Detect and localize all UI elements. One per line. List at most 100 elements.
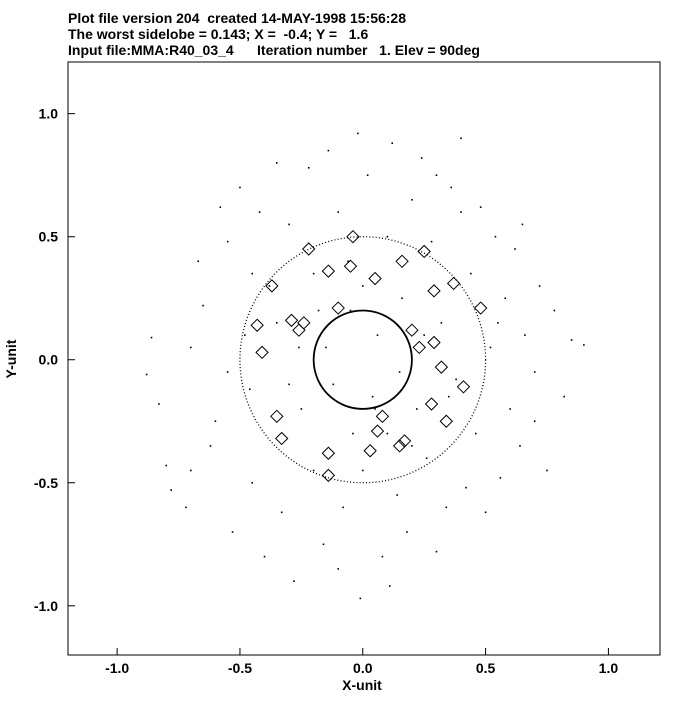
uv-point	[509, 408, 511, 410]
antenna-marker	[302, 242, 316, 256]
uv-point	[248, 388, 251, 391]
uv-point	[425, 457, 428, 459]
uv-point	[226, 240, 229, 243]
uv-point	[423, 334, 425, 336]
uv-point	[479, 206, 482, 208]
antenna-marker	[368, 271, 382, 286]
antenna-marker	[417, 244, 431, 259]
uv-point	[317, 309, 320, 312]
plot-frame	[67, 61, 661, 656]
header-line: Plot file version 204 created 14-MAY-199…	[68, 10, 406, 26]
uv-point	[497, 322, 499, 324]
uv-point	[226, 371, 229, 373]
antenna-marker	[297, 316, 311, 330]
uv-point	[521, 223, 524, 226]
uv-point	[293, 580, 295, 582]
uv-point	[244, 334, 246, 336]
uv-point	[474, 432, 477, 435]
antenna-marker	[363, 444, 377, 458]
uv-point	[332, 383, 335, 386]
uv-point	[391, 142, 394, 144]
x-axis-label: X-unit	[342, 677, 382, 693]
uv-point	[546, 469, 548, 472]
uv-point	[435, 550, 438, 553]
uv-point	[386, 432, 389, 435]
uv-point	[447, 395, 450, 398]
uv-point	[533, 420, 536, 423]
uv-point	[553, 309, 556, 312]
antenna-marker	[424, 397, 439, 411]
uv-point	[386, 235, 389, 238]
uv-point	[300, 408, 303, 410]
uv-point	[190, 469, 192, 472]
antenna-marker	[265, 279, 279, 293]
uv-point	[504, 297, 507, 300]
uv-point	[349, 309, 352, 312]
uv-point	[312, 469, 315, 472]
uv-point	[361, 285, 364, 287]
uv-point	[361, 469, 364, 472]
antenna-marker	[321, 468, 336, 483]
uv-point	[190, 346, 192, 349]
antenna-marker	[370, 424, 385, 438]
uv-point	[202, 304, 204, 307]
antenna-marker	[427, 284, 441, 298]
uv-point	[381, 555, 384, 558]
antenna-marker	[292, 323, 306, 337]
antenna-marker	[321, 264, 336, 278]
uv-point	[366, 174, 369, 176]
antenna-marker	[346, 229, 360, 244]
antenna-marker	[427, 335, 441, 350]
antenna-marker	[434, 360, 449, 374]
uv-point	[219, 206, 222, 208]
uv-point	[325, 346, 327, 349]
uv-point	[396, 494, 398, 496]
header-line: Input file:MMA:R40_03_4 Iteration number…	[68, 42, 480, 58]
uv-point	[263, 555, 266, 558]
uv-point	[185, 506, 187, 509]
antenna-marker	[255, 345, 269, 360]
uv-point	[275, 322, 278, 324]
uv-point	[524, 334, 526, 336]
uv-point	[288, 383, 290, 386]
uv-point	[145, 373, 148, 376]
uv-point	[327, 149, 330, 152]
uv-point	[275, 162, 278, 164]
uv-point	[494, 235, 497, 238]
uv-point	[337, 568, 340, 570]
uv-point	[298, 346, 300, 349]
uv-point	[322, 543, 325, 546]
uv-point	[435, 174, 438, 176]
antenna-marker	[275, 431, 289, 446]
uv-point	[416, 408, 418, 410]
uv-point	[307, 167, 310, 169]
uv-point	[231, 531, 234, 533]
uv-point	[388, 585, 391, 587]
uv-point	[342, 506, 344, 509]
antenna-marker	[446, 276, 461, 291]
antenna-marker	[412, 340, 426, 355]
uv-point	[374, 408, 376, 410]
uv-point	[583, 344, 585, 346]
uv-point	[239, 186, 241, 189]
uv-point	[165, 464, 168, 467]
antenna-marker	[331, 301, 345, 315]
antenna-marker	[405, 323, 419, 337]
uv-point	[280, 511, 283, 514]
uv-point	[347, 260, 349, 263]
uv-point	[150, 336, 153, 339]
uv-point	[563, 395, 565, 398]
uv-point	[376, 334, 379, 336]
uv-point	[460, 211, 462, 213]
uv-point	[411, 198, 413, 201]
header-line: The worst sidelobe = 0.143; X = -0.4; Y …	[68, 26, 368, 42]
antenna-marker	[395, 254, 409, 269]
uv-point	[460, 137, 462, 140]
uv-point	[268, 285, 271, 287]
antenna-marker	[456, 380, 471, 394]
uv-point	[455, 378, 457, 381]
uv-point	[209, 445, 212, 447]
uv-point	[440, 322, 443, 324]
uv-point	[251, 272, 254, 275]
